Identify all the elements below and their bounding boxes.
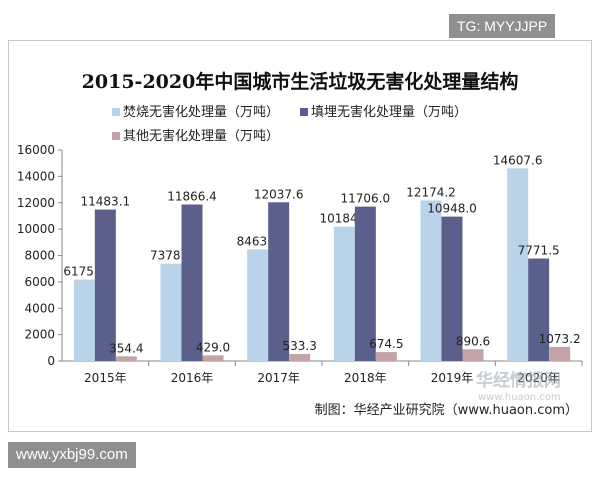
watermark-top: TG: MYYJJPP [449,14,556,38]
bar-value-label: 674.5 [369,337,403,351]
bar-1-2017年 [247,249,269,361]
chart-title: 2015-2020年中国城市生活垃圾无害化处理量结构 [82,70,519,93]
overlay-watermark-url: www.huaon.com [478,392,561,403]
bar-value-label: 12037.6 [254,187,304,201]
bar-value-label: 11866.4 [167,190,217,204]
bar-2-2015年 [94,209,116,361]
y-tick-label: 16000 [17,143,55,157]
bar-1-2015年 [73,279,95,361]
bar-2-2016年 [181,204,203,361]
y-tick-label: 6000 [24,275,55,289]
bar-3-2017年 [289,353,311,361]
overlay-watermark-text: 华经情报网 [476,370,561,391]
bar-value-label: 10948.0 [427,202,477,216]
legend-label-2: 填埋无害化处理量（万吨） [311,104,467,120]
legend-swatch-3 [112,132,120,140]
bar-value-label: 12174.2 [406,185,456,199]
legend-swatch-2 [300,108,308,116]
y-tick-label: 14000 [17,169,55,183]
overlay-watermark: 华经情报网 www.huaon.com [476,370,561,403]
bar-3-2018年 [375,352,397,361]
bar-3-2020年 [549,346,571,361]
bar-value-label: 429.0 [196,340,230,354]
bar-value-label: 533.3 [282,339,316,353]
bar-value-label: 11706.0 [341,192,391,206]
bar-3-2015年 [115,356,137,361]
y-tick-label: 10000 [17,222,55,236]
legend: 焚烧无害化处理量（万吨） 填埋无害化处理量（万吨） 其他无害化处理量（万吨） [112,104,467,144]
bar-value-label: 14607.6 [493,153,543,167]
bar-1-2019年 [420,200,442,361]
source-note: 制图：华经产业研究院（www.huaon.com） [315,403,578,418]
bar-2-2017年 [268,202,290,361]
legend-swatch-1 [112,108,120,116]
bar-1-2018年 [333,226,355,361]
bar-value-label: 7771.5 [518,244,560,258]
bar-value-label: 11483.1 [81,195,131,209]
y-tick-label: 12000 [17,196,55,210]
bar-1-2016年 [160,263,182,361]
bar-value-label: 1073.2 [539,332,581,346]
bar-3-2016年 [202,355,224,361]
x-tick-label: 2017年 [257,371,300,385]
legend-label-1: 焚烧无害化处理量（万吨） [123,104,279,120]
y-tick-label: 4000 [24,301,55,315]
x-tick-label: 2020年 [517,371,560,385]
legend-label-3: 其他无害化处理量（万吨） [123,128,279,144]
bar-value-label: 354.4 [109,341,143,355]
y-ticks: 0 2000 4000 6000 8000 10000 12000 14000 16000 [17,143,62,368]
bar-3-2019年 [462,349,484,361]
watermark-bottom: www.yxbj99.com [8,442,136,468]
x-tick-label: 2018年 [344,371,387,385]
x-tick-label: 2015年 [84,371,127,385]
bar-value-label: 890.6 [456,334,490,348]
y-tick-label: 8000 [24,249,55,263]
y-tick-label: 2000 [24,328,55,342]
x-tick-label: 2016年 [171,371,214,385]
bar-2-2018年 [354,206,376,361]
y-tick-label: 0 [47,354,55,368]
bar-2-2020年 [528,258,550,361]
bar-1-2020年 [507,168,529,361]
bar-2-2019年 [441,216,463,361]
x-tick-label: 2019年 [431,371,474,385]
bars: 6175.511483.1354.47378.411866.4429.08463… [63,153,581,361]
x-labels: 2015年 2016年 2017年 2018年 2019年 2020年 [84,361,583,385]
